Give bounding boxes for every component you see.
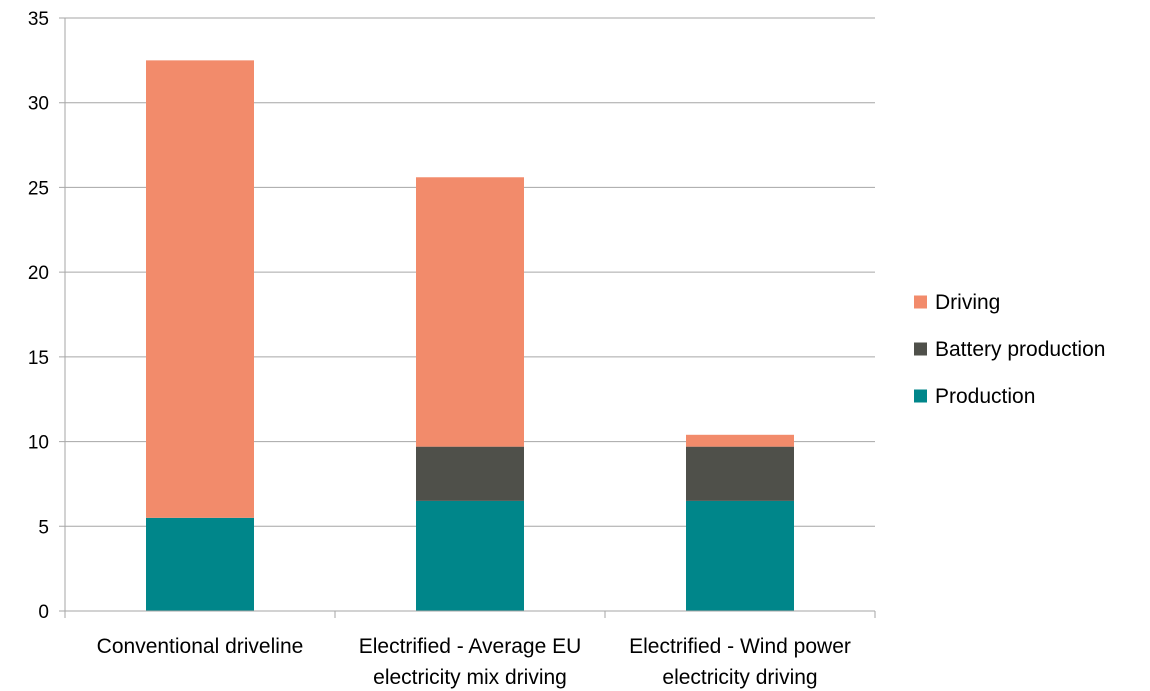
legend-swatch xyxy=(914,295,927,309)
bar-segment-driving xyxy=(686,434,794,447)
y-tick-label: 25 xyxy=(28,178,49,199)
legend-swatch xyxy=(914,342,927,356)
x-category-label: Electrified - Average EU electricity mix … xyxy=(359,635,582,689)
legend: Driving Battery production Production xyxy=(914,291,1105,408)
y-tick-label: 30 xyxy=(28,94,49,115)
bars xyxy=(146,60,794,611)
bar-segment-production xyxy=(146,517,254,611)
bar-segment-driving xyxy=(416,177,524,447)
legend-swatch xyxy=(914,389,927,403)
legend-label: Battery production xyxy=(935,338,1105,361)
bar-segment-driving xyxy=(146,60,254,518)
bar-segment-production xyxy=(416,500,524,611)
legend-label: Driving xyxy=(935,291,1000,314)
y-tick-label: 0 xyxy=(38,602,49,623)
y-tick-label: 5 xyxy=(38,517,49,538)
y-tick-label: 10 xyxy=(28,433,49,454)
y-tick-label: 15 xyxy=(28,348,49,369)
y-tick-label: 35 xyxy=(28,9,49,30)
bar-segment-production xyxy=(686,500,794,611)
legend-label: Production xyxy=(935,385,1035,408)
x-category-label: Conventional driveline xyxy=(97,635,304,658)
bar-segment-battery-production xyxy=(686,446,794,501)
bar-segment-battery-production xyxy=(416,446,524,501)
axes: 0 5 10 15 20 25 30 35 Conventional driveline Elec… xyxy=(28,9,876,689)
x-category-label: Electrified - Wind power electricity driv… xyxy=(629,635,851,689)
y-tick-label: 20 xyxy=(28,263,49,284)
